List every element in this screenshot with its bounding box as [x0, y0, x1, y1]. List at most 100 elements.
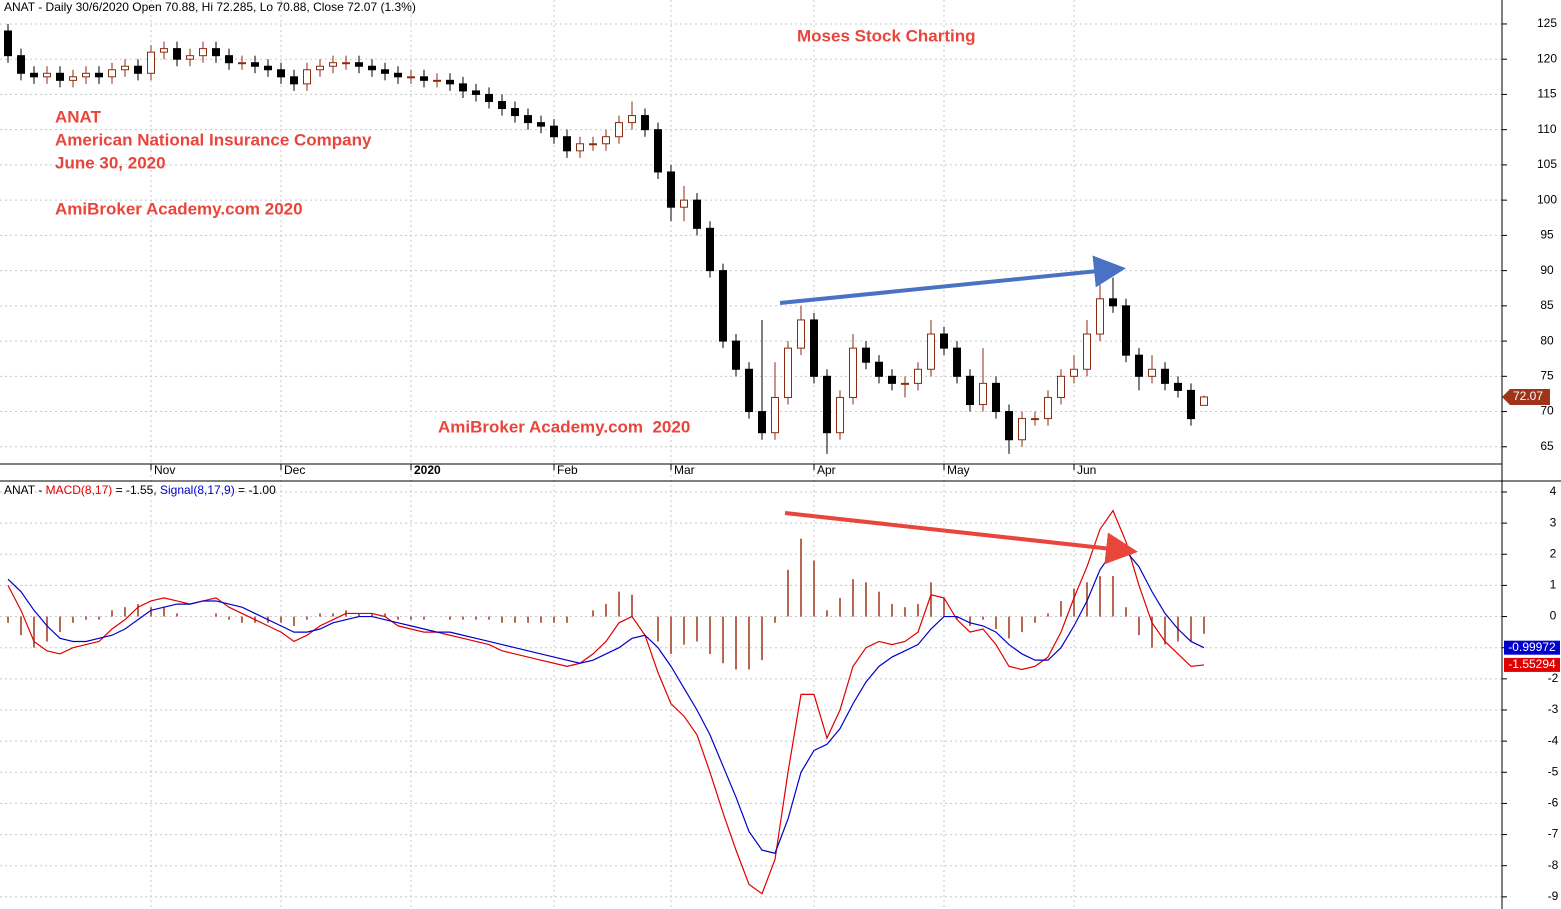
candle-body — [771, 396, 779, 434]
macd-header: ANAT - MACD(8,17) = -1.55, Signal(8,17,9… — [4, 483, 276, 497]
annotation: AmiBroker Academy.com 2020 — [438, 417, 690, 436]
y-tick-label: -9 — [1548, 889, 1559, 903]
candle-body — [615, 122, 623, 138]
candle-body — [290, 76, 298, 85]
y-tick-label: -4 — [1548, 733, 1559, 747]
header-prefix: ANAT - — [4, 483, 42, 497]
y-tick-label: -2 — [1548, 671, 1559, 685]
candle-body — [1031, 418, 1039, 421]
candle-body — [485, 93, 493, 102]
candle-body — [316, 65, 324, 71]
candle-body — [940, 333, 948, 349]
candle-body — [1083, 333, 1091, 370]
candle-body — [17, 55, 25, 74]
x-tick-label: Feb — [557, 463, 578, 477]
candle-body — [95, 72, 103, 78]
y-tick-label: 1 — [1550, 578, 1557, 592]
candle-body — [576, 143, 584, 152]
header-value: = -1.00 — [238, 483, 276, 497]
x-tick-label: 2020 — [414, 463, 441, 477]
candle-body — [914, 368, 922, 384]
y-tick-label: 85 — [1540, 298, 1554, 312]
candle-body — [433, 79, 441, 82]
candle-body — [1148, 368, 1156, 377]
candle-body — [602, 136, 610, 145]
candle-body — [953, 347, 961, 377]
candle-body — [56, 72, 64, 81]
y-tick-label: 95 — [1540, 228, 1554, 242]
candle-body — [303, 69, 311, 85]
annotation: ANAT — [55, 107, 102, 126]
candle-body — [160, 48, 168, 53]
y-tick-label: -7 — [1548, 827, 1559, 841]
candle-body — [979, 382, 987, 406]
candle-body — [706, 227, 714, 272]
candle-body — [1187, 389, 1195, 420]
candle-body — [797, 319, 805, 349]
candle-body — [654, 129, 662, 173]
y-tick-label: 80 — [1540, 333, 1554, 347]
candle-body — [1096, 298, 1104, 335]
annotation: AmiBroker Academy.com 2020 — [55, 199, 303, 218]
candle-body — [381, 69, 389, 74]
candle-body — [836, 396, 844, 434]
grid — [0, 0, 1507, 909]
price-tag-label: 72.07 — [1513, 389, 1543, 403]
candle-body — [563, 136, 571, 152]
candle-body — [108, 69, 116, 78]
candle-body — [251, 62, 259, 67]
candle-body — [121, 65, 129, 71]
y-tick-label: 65 — [1540, 439, 1554, 453]
y-tick-label: 75 — [1540, 368, 1554, 382]
value-tag-label: -1.55294 — [1508, 657, 1556, 671]
candle-body — [186, 55, 194, 60]
y-tick-label: 120 — [1537, 51, 1557, 65]
candle-body — [82, 72, 90, 78]
candle-body — [758, 411, 766, 434]
candle-body — [420, 76, 428, 81]
candle-body — [966, 375, 974, 406]
value-tag — [1504, 640, 1560, 655]
line-series — [7, 509, 1205, 895]
candle-body — [1135, 354, 1143, 377]
candle-body — [901, 382, 909, 385]
y-tick-label: 3 — [1550, 515, 1557, 529]
candle-body — [745, 368, 753, 413]
candle-body — [732, 340, 740, 370]
candle-body — [693, 199, 701, 229]
candle-body — [719, 270, 727, 342]
y-tick-label: 4 — [1550, 484, 1557, 498]
y-tick-label: 2 — [1550, 546, 1557, 560]
y-tick-label: 0 — [1550, 609, 1557, 623]
candle-body — [173, 48, 181, 60]
y-tick-label: 100 — [1537, 192, 1557, 206]
candle-body — [355, 62, 363, 67]
candle-body — [212, 48, 220, 57]
x-tick-label: Dec — [284, 463, 305, 477]
candle-body — [368, 65, 376, 71]
candle-body — [1018, 418, 1026, 441]
value-tag-label: -0.99972 — [1508, 640, 1556, 654]
candle-body — [667, 171, 675, 208]
x-tick-label: Jun — [1077, 463, 1096, 477]
candle-body — [641, 115, 649, 131]
candle-body — [511, 108, 519, 117]
candle-body — [134, 65, 142, 74]
candle-body — [342, 62, 350, 65]
candle-body — [225, 55, 233, 64]
line-series — [7, 550, 1205, 854]
candle-body — [550, 125, 558, 138]
y-tick-label: 125 — [1537, 16, 1557, 30]
y-tick-label: 110 — [1537, 122, 1556, 136]
x-tick-label: Nov — [154, 463, 175, 477]
candle-body — [277, 69, 285, 78]
candle-body — [849, 347, 857, 398]
candle-body — [680, 199, 688, 208]
y-tick-label: 70 — [1540, 404, 1554, 418]
candle-body — [810, 319, 818, 377]
candle-body — [862, 347, 870, 363]
annotation-arrow — [784, 511, 1138, 565]
legend-entry: Signal(8,17,9) — [160, 483, 235, 497]
